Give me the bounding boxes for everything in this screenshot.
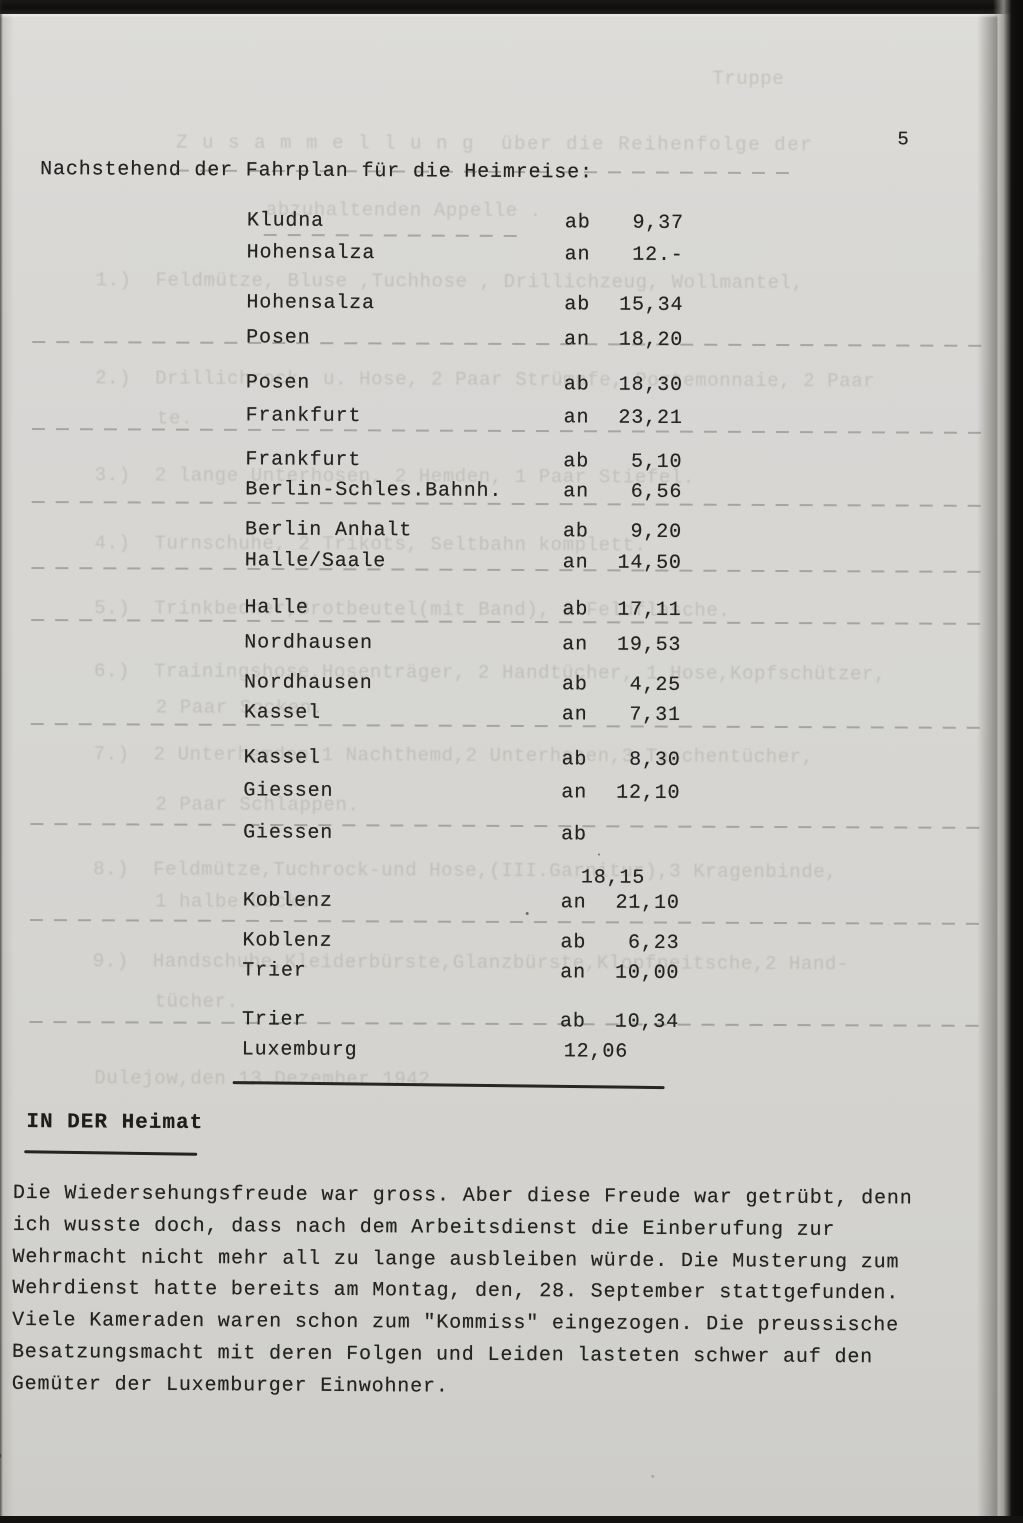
- timetable-time: 12,06: [563, 1040, 629, 1064]
- timetable-time: 17,11: [617, 598, 682, 622]
- timetable-row: Berlin Anhalt ab 9,20: [245, 518, 715, 545]
- ghost-dash-line: [29, 919, 980, 925]
- paragraph-line: Gemüter der Luxemburger Einwohner.: [11, 1372, 449, 1399]
- timetable-row: Hohensalza ab 15,34: [246, 291, 716, 318]
- timetable-row: 18,15: [243, 864, 713, 891]
- timetable-row: Posen an 18,20: [246, 326, 716, 353]
- timetable-time: 23,21: [618, 406, 683, 430]
- timetable-time: 15,34: [619, 293, 684, 317]
- timetable-station: Luxemburg: [241, 1038, 358, 1063]
- timetable-station: Nordhausen: [244, 671, 373, 696]
- scan-edge-left: [0, 0, 3, 1516]
- timetable-row: Nordhausen ab 4,25: [244, 671, 714, 698]
- timetable-station: Giessen: [243, 779, 334, 803]
- timetable-time: 4,25: [629, 673, 682, 697]
- timetable-ab-an-label: ab: [561, 823, 587, 847]
- ink-speck: [651, 1474, 655, 1478]
- timetable-station: Nordhausen: [244, 631, 373, 656]
- timetable-time: 18,30: [618, 373, 683, 397]
- timetable-time: 18,20: [618, 328, 684, 352]
- ghost-text-line: Dulejow,den 13.Dezember 1942: [94, 1067, 431, 1091]
- timetable-time: 18,15: [580, 866, 646, 890]
- timetable-station: Frankfurt: [245, 404, 362, 429]
- timetable-time: 7,31: [629, 703, 681, 727]
- paper-top-edge-highlight: [0, 13, 1023, 18]
- scan-edge-right: [993, 0, 1023, 1516]
- timetable-station: Frankfurt: [245, 448, 362, 473]
- timetable-time: 21,10: [615, 891, 680, 915]
- ink-speck: [525, 912, 529, 916]
- timetable-time: 6,23: [628, 931, 680, 955]
- timetable-row: Nordhausen an 19,53: [244, 631, 714, 658]
- timetable-time: 19,53: [616, 633, 682, 657]
- section-heading: IN DER Heimat: [26, 1110, 204, 1136]
- timetable-row: Posen ab 18,30: [246, 371, 716, 398]
- timetable-row: Giessen ab: [243, 821, 713, 848]
- timetable-station: Berlin Anhalt: [244, 518, 413, 543]
- timetable-station: Hohensalza: [246, 291, 375, 316]
- ink-speck: [598, 853, 601, 856]
- timetable-station: Halle: [244, 596, 309, 620]
- timetable-row: Giessen an 12,10: [243, 779, 713, 806]
- paragraph-line: ich wusste doch, dass nach dem Arbeitsdi…: [12, 1213, 836, 1242]
- timetable-time: 6,56: [630, 480, 683, 504]
- timetable-station: Koblenz: [242, 889, 333, 913]
- timetable-row: Kassel ab 8,30: [244, 746, 714, 773]
- timetable-station: Kassel: [243, 701, 322, 725]
- timetable-station: Kludna: [246, 209, 325, 233]
- timetable-row: Frankfurt an 23,21: [246, 404, 716, 431]
- timetable-time: 8,30: [629, 748, 681, 772]
- timetable-station: Giessen: [243, 821, 334, 845]
- timetable-station: Posen: [245, 371, 311, 395]
- timetable-time: 14,50: [617, 551, 682, 575]
- timetable-row: Kludna ab 9,37: [247, 209, 717, 236]
- timetable-row: Halle ab 17,11: [244, 596, 714, 623]
- timetable-row: Koblenz ab 6,23: [242, 929, 712, 956]
- ghost-text-line: 1.) Feldmütze, Bluse ,Tuchhose , Drillic…: [95, 269, 804, 295]
- timetable-station: Hohensalza: [246, 241, 376, 266]
- timetable-time: 5,10: [630, 450, 683, 474]
- timetable-station: Trier: [242, 959, 307, 983]
- timetable-time: 9,20: [630, 520, 683, 544]
- timetable-time: 10,34: [614, 1010, 680, 1034]
- timetable-row: Luxemburg 12,06: [242, 1038, 712, 1065]
- timetable-station: Trier: [241, 1008, 307, 1032]
- timetable-row: Frankfurt ab 5,10: [245, 448, 715, 475]
- timetable-station: Halle/Saale: [244, 549, 387, 574]
- ghost-text-line: te.: [156, 407, 194, 430]
- timetable-station: Posen: [246, 326, 311, 350]
- timetable-time: 12,10: [616, 781, 681, 805]
- timetable-station: Koblenz: [242, 929, 333, 953]
- scan-edge-top: [0, 0, 1023, 14]
- timetable-row: Halle/Saale an 14,50: [245, 549, 715, 576]
- timetable-row: Berlin-Schles.Bahnh. an 6,56: [245, 478, 715, 505]
- timetable-row: Trier ab 10,34: [242, 1008, 712, 1035]
- timetable-row: Kassel an 7,31: [244, 701, 714, 728]
- timetable-station: Kassel: [243, 746, 321, 770]
- page-content: Truppe Z u s a m m e l l u n g über die R…: [0, 10, 1023, 1522]
- timetable-time: 10,00: [614, 961, 680, 985]
- timetable-station: Berlin-Schles.Bahnh.: [245, 478, 503, 503]
- intro-heading: Nachstehend der Fahrplan für die Heimrei…: [40, 158, 593, 185]
- timetable-time: 12.-: [632, 243, 684, 267]
- ghost-text-line: Z u s a m m e l l u n g über die Reihenf…: [176, 131, 814, 157]
- ghost-text-line: tücher.: [154, 990, 239, 1013]
- paper: Truppe Z u s a m m e l l u n g über die R…: [0, 10, 1023, 1516]
- timetable-row: Koblenz an 21,10: [243, 889, 713, 916]
- timetable-time: 9,37: [632, 211, 684, 235]
- ghost-text-line: Truppe: [712, 67, 785, 91]
- timetable-row: Hohensalza an 12.-: [247, 241, 717, 268]
- timetable-row: Trier an 10,00: [242, 959, 712, 986]
- page-number: 5: [897, 128, 910, 151]
